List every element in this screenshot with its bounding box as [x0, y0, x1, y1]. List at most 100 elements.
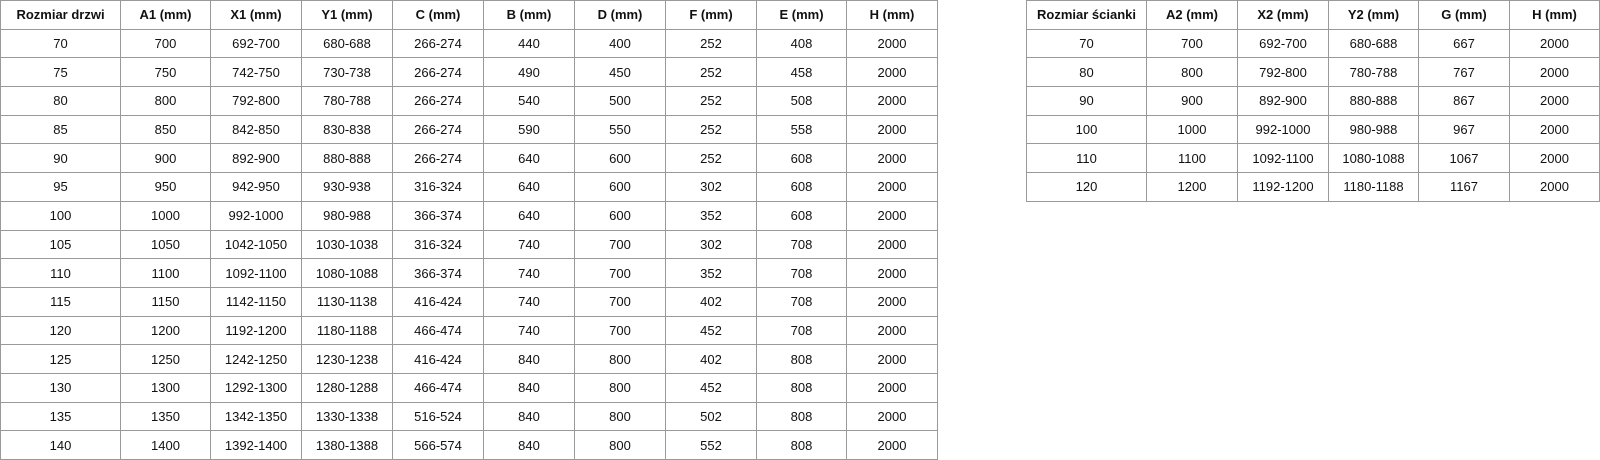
table-cell: 80 [0, 86, 121, 116]
table-cell: 840 [483, 372, 575, 403]
table-cell: 1100 [1146, 143, 1238, 174]
table-cell: 680-688 [301, 28, 393, 59]
table-cell: 125 [0, 344, 121, 374]
table-cell: 266-274 [392, 57, 484, 88]
table-cell: 1350 [120, 401, 211, 432]
table-cell: 408 [756, 28, 847, 59]
table-row: 125 1250 1242-1250 1230-1238 416-424 840 800 40… [0, 344, 938, 374]
table-cell: 590 [483, 114, 575, 145]
table-cell: 992-1000 [210, 200, 302, 231]
table-cell: 452 [665, 372, 757, 403]
table-cell: 608 [756, 143, 847, 174]
header-row: Rozmiar drzwi A1 (mm) X1 (mm) Y1 (mm) C (mm)… [0, 0, 938, 30]
table-row: 110 1100 1092-1100 1080-1088 366-374 740 700 35… [0, 258, 938, 288]
table-cell: 1380-1388 [301, 430, 393, 460]
table-cell: 1092-1100 [1237, 143, 1329, 174]
table-cell: 700 [1146, 28, 1238, 59]
table-cell: 466-474 [392, 372, 484, 403]
table-cell: 892-900 [1237, 86, 1329, 116]
table-cell: 730-738 [301, 57, 393, 88]
table-cell: 140 [0, 430, 121, 460]
table-cell: 1230-1238 [301, 344, 393, 374]
table-cell: 1200 [1146, 172, 1238, 202]
table-cell: 135 [0, 401, 121, 432]
table-cell: 352 [665, 200, 757, 231]
table-cell: 1192-1200 [1237, 172, 1329, 202]
table-cell: 600 [574, 172, 666, 202]
table-cell: 2000 [846, 286, 938, 317]
table-cell: 608 [756, 172, 847, 202]
table-cell: 740 [483, 315, 575, 346]
table-cell: 2000 [1509, 86, 1600, 116]
table-cell: 1000 [1146, 114, 1238, 145]
column-header: H (mm) [1509, 0, 1600, 30]
table-cell: 750 [120, 57, 211, 88]
column-header: Y2 (mm) [1328, 0, 1419, 30]
table-cell: 880-888 [1328, 86, 1419, 116]
table-cell: 880-888 [301, 143, 393, 174]
table-cell: 90 [0, 143, 121, 174]
table-cell: 466-474 [392, 315, 484, 346]
table-cell: 808 [756, 344, 847, 374]
table-cell: 80 [1026, 57, 1147, 88]
table-cell: 800 [574, 430, 666, 460]
table-cell: 708 [756, 286, 847, 317]
table-cell: 640 [483, 172, 575, 202]
table-cell: 366-374 [392, 258, 484, 288]
table-cell: 708 [756, 315, 847, 346]
table-row: 90 900 892-900 880-888 867 2000 [1026, 86, 1600, 116]
table-cell: 1292-1300 [210, 372, 302, 403]
table-cell: 1050 [120, 229, 211, 260]
table-cell: 252 [665, 28, 757, 59]
table-cell: 780-788 [1328, 57, 1419, 88]
table-cell: 800 [120, 86, 211, 116]
table-cell: 316-324 [392, 172, 484, 202]
column-header: F (mm) [665, 0, 757, 30]
table-cell: 742-750 [210, 57, 302, 88]
table-cell: 680-688 [1328, 28, 1419, 59]
column-header: A2 (mm) [1146, 0, 1238, 30]
table-cell: 402 [665, 286, 757, 317]
table-cell: 692-700 [210, 28, 302, 59]
table-cell: 2000 [846, 315, 938, 346]
table-cell: 1080-1088 [301, 258, 393, 288]
table-cell: 1180-1188 [1328, 172, 1419, 202]
table-cell: 2000 [846, 28, 938, 59]
table-cell: 2000 [846, 114, 938, 145]
table-cell: 992-1000 [1237, 114, 1329, 145]
table-cell: 500 [574, 86, 666, 116]
column-header: X2 (mm) [1237, 0, 1329, 30]
table-cell: 740 [483, 258, 575, 288]
table-row: 110 1100 1092-1100 1080-1088 1067 2000 [1026, 143, 1600, 174]
table-cell: 700 [574, 315, 666, 346]
table-cell: 110 [1026, 143, 1147, 174]
table-cell: 352 [665, 258, 757, 288]
table-cell: 1042-1050 [210, 229, 302, 260]
table-cell: 608 [756, 200, 847, 231]
table-cell: 780-788 [301, 86, 393, 116]
table-cell: 1000 [120, 200, 211, 231]
table-cell: 252 [665, 57, 757, 88]
table-cell: 950 [120, 172, 211, 202]
table-cell: 640 [483, 143, 575, 174]
table-row: 105 1050 1042-1050 1030-1038 316-324 740 700 30… [0, 229, 938, 260]
wall-dimensions-table: Rozmiar ścianki A2 (mm) X2 (mm) Y2 (mm) G (m… [1026, 0, 1600, 202]
table-cell: 808 [756, 401, 847, 432]
table-cell: 2000 [846, 200, 938, 231]
table-cell: 516-524 [392, 401, 484, 432]
table-cell: 967 [1418, 114, 1510, 145]
table-cell: 700 [120, 28, 211, 59]
table-cell: 740 [483, 229, 575, 260]
table-cell: 2000 [846, 344, 938, 374]
table-cell: 85 [0, 114, 121, 145]
table-cell: 840 [483, 401, 575, 432]
table-cell: 792-800 [210, 86, 302, 116]
table-cell: 2000 [1509, 172, 1600, 202]
table-cell: 800 [1146, 57, 1238, 88]
table-cell: 120 [0, 315, 121, 346]
table-cell: 980-988 [1328, 114, 1419, 145]
table-cell: 266-274 [392, 143, 484, 174]
table-cell: 1250 [120, 344, 211, 374]
table-cell: 266-274 [392, 28, 484, 59]
table-row: 95 950 942-950 930-938 316-324 640 600 302 608 20… [0, 172, 938, 202]
